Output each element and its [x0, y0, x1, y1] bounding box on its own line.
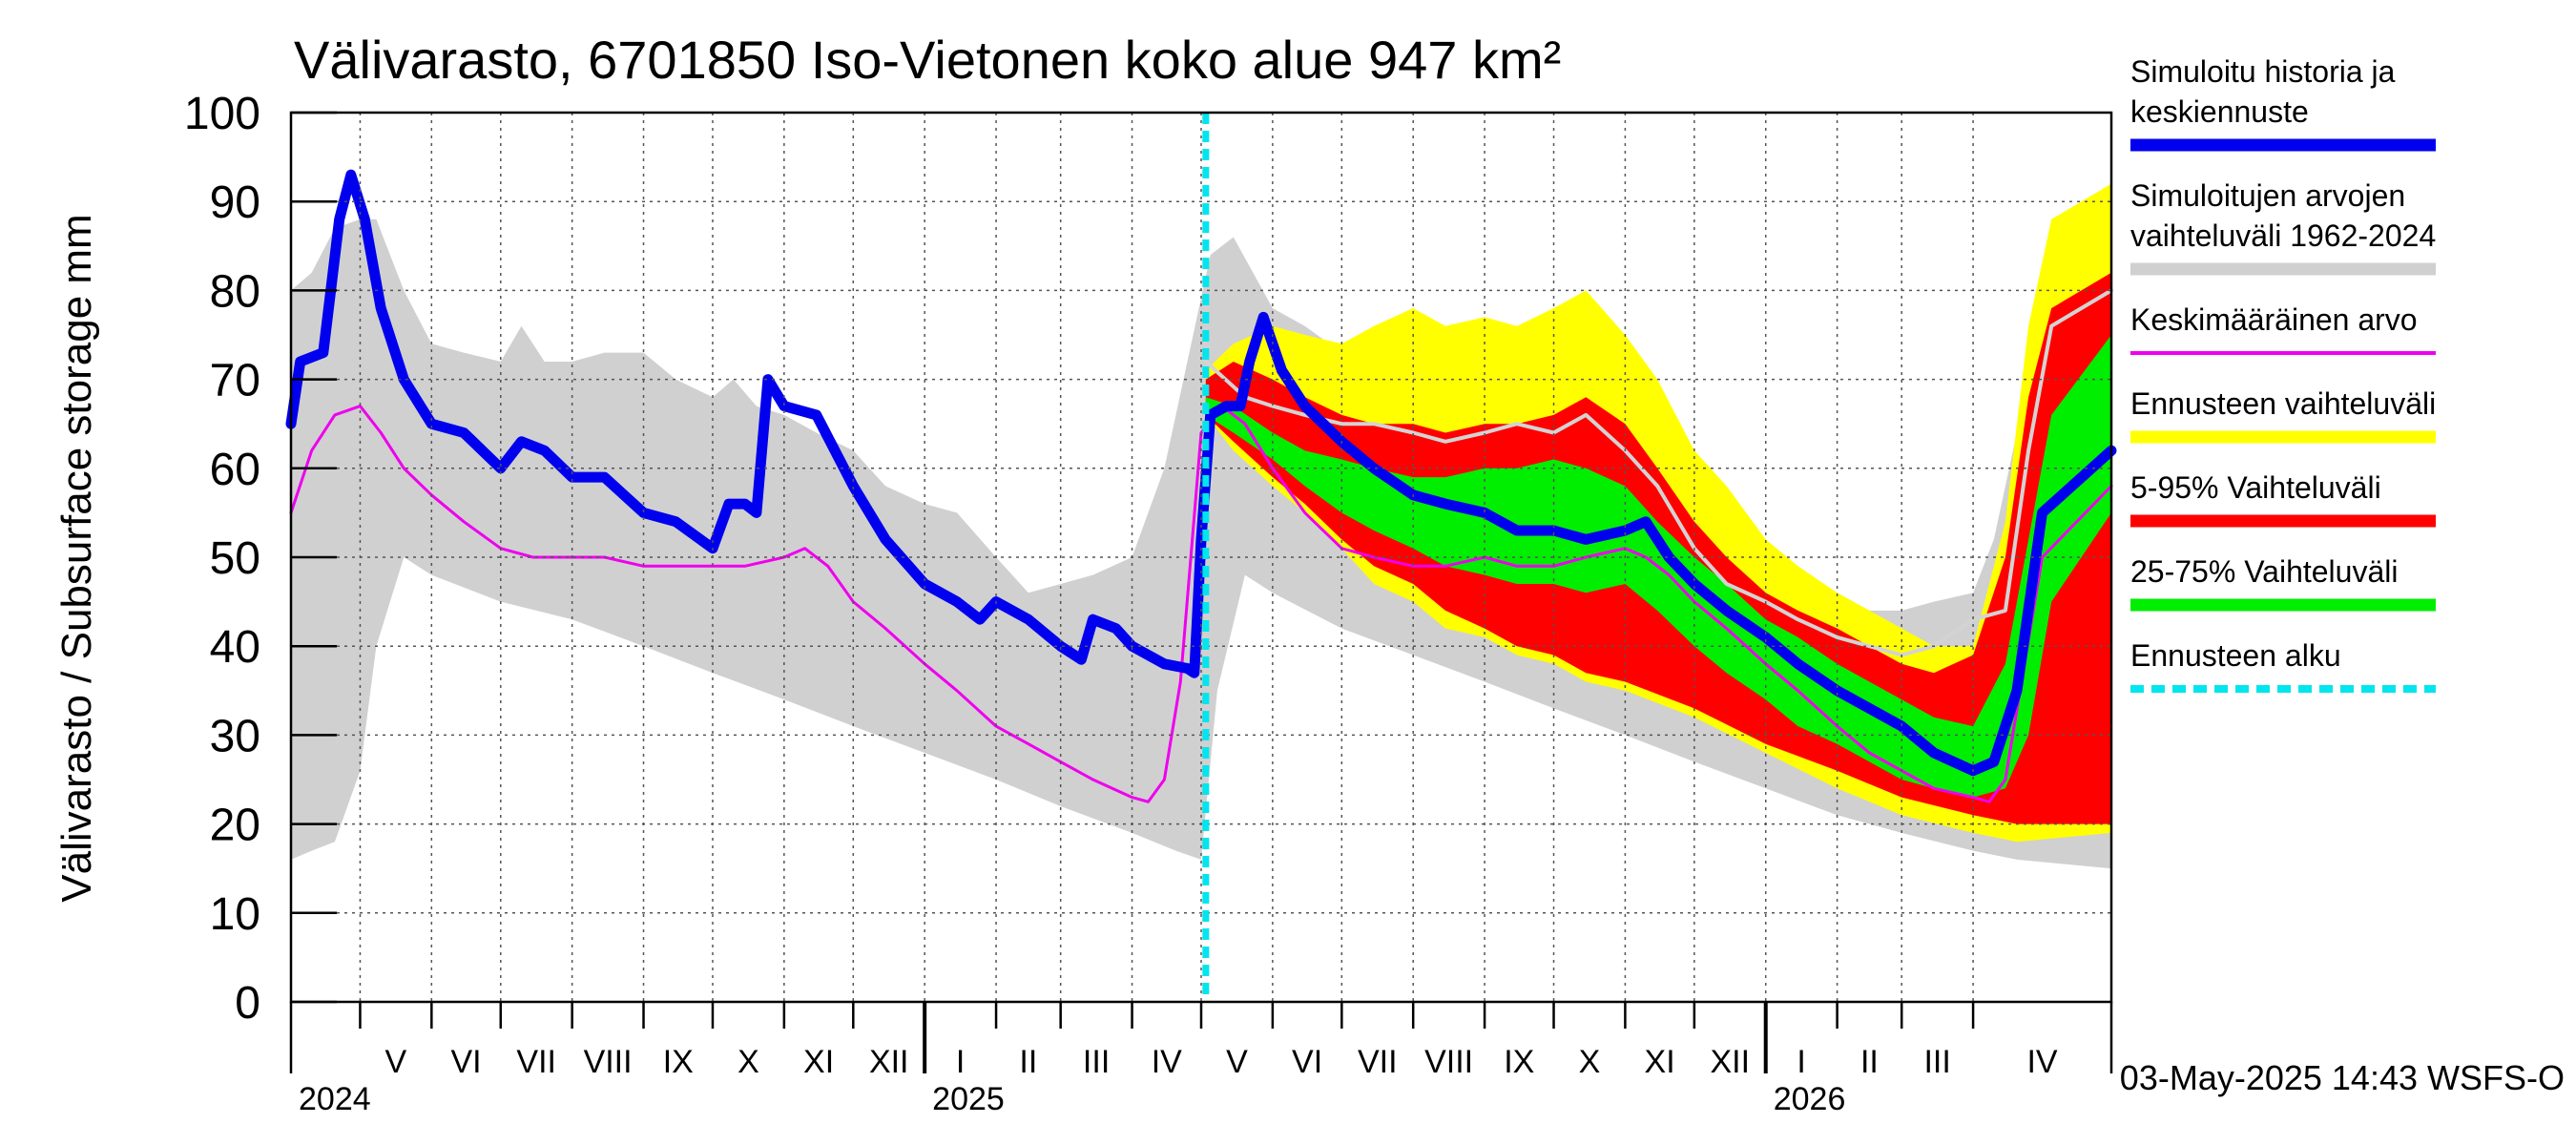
- month-label: III: [1923, 1044, 1950, 1080]
- legend-item: Keskimääräinen arvo: [2130, 302, 2436, 355]
- legend-label: Ennusteen alku: [2130, 638, 2341, 673]
- legend-label: Keskimääräinen arvo: [2130, 302, 2418, 337]
- month-label: IV: [1152, 1044, 1182, 1080]
- footer-timestamp: 03-May-2025 14:43 WSFS-O: [2120, 1058, 2565, 1097]
- month-label: VI: [1292, 1044, 1322, 1080]
- y-axis-label: Välivarasto / Subsurface storage mm: [53, 214, 100, 902]
- month-label: I: [1797, 1044, 1805, 1080]
- y-tick-label: 30: [210, 711, 260, 761]
- legend-item: 5-95% Vaihteluväli: [2130, 470, 2436, 528]
- legend-label: Simuloitu historia ja: [2130, 54, 2396, 89]
- legend: Simuloitu historia jakeskiennusteSimuloi…: [2130, 54, 2436, 693]
- month-label: IX: [663, 1044, 694, 1080]
- legend-label: keskiennuste: [2130, 94, 2309, 129]
- legend-label: 5-95% Vaihteluväli: [2130, 470, 2381, 505]
- year-label: 2026: [1774, 1081, 1846, 1117]
- y-tick-label: 20: [210, 801, 260, 851]
- month-label: II: [1860, 1044, 1879, 1080]
- y-tick-label: 90: [210, 177, 260, 228]
- month-label: VI: [450, 1044, 481, 1080]
- y-tick-label: 40: [210, 622, 260, 673]
- legend-item: Simuloitu historia ja keskiennuste: [2130, 54, 2436, 152]
- month-label: XI: [803, 1044, 834, 1080]
- month-label: XII: [1710, 1044, 1750, 1080]
- y-tick-label: 50: [210, 533, 260, 584]
- month-label: XII: [869, 1044, 909, 1080]
- chart-title: Välivarasto, 6701850 Iso-Vietonen koko a…: [294, 30, 1561, 90]
- y-tick-label: 60: [210, 445, 260, 495]
- month-label: XI: [1645, 1044, 1675, 1080]
- y-tick-label: 70: [210, 356, 260, 406]
- grid-layer: [291, 113, 2111, 1002]
- month-label: X: [1579, 1044, 1601, 1080]
- month-label: IV: [2026, 1044, 2057, 1080]
- y-tick-label: 100: [184, 89, 260, 139]
- legend-item: Ennusteen alku: [2130, 638, 2436, 693]
- year-label: 2025: [932, 1081, 1005, 1117]
- legend-label: Simuloitujen arvojen: [2130, 178, 2405, 213]
- month-label: VIII: [1424, 1044, 1473, 1080]
- legend-item: Simuloitujen arvojen vaihteluväli 1962-20…: [2130, 178, 2436, 276]
- month-label: VII: [1358, 1044, 1398, 1080]
- year-label: 2024: [299, 1081, 371, 1117]
- month-label: II: [1019, 1044, 1037, 1080]
- month-label: I: [956, 1044, 965, 1080]
- y-tick-label: 80: [210, 266, 260, 317]
- month-label: V: [385, 1044, 407, 1080]
- month-label: VII: [516, 1044, 556, 1080]
- y-tick-label: 0: [235, 978, 260, 1029]
- legend-label: vaihteluväli 1962-2024: [2130, 219, 2436, 253]
- month-label: VIII: [584, 1044, 633, 1080]
- month-label: IX: [1504, 1044, 1534, 1080]
- month-label: X: [737, 1044, 759, 1080]
- month-label: III: [1083, 1044, 1110, 1080]
- legend-item: 25-75% Vaihteluväli: [2130, 554, 2436, 612]
- month-label: V: [1226, 1044, 1248, 1080]
- legend-label: 25-75% Vaihteluväli: [2130, 554, 2398, 589]
- y-tick-label: 10: [210, 889, 260, 940]
- legend-item: Ennusteen vaihteluväli: [2130, 386, 2436, 444]
- line-history_max_line: [1203, 288, 2113, 657]
- legend-label: Ennusteen vaihteluväli: [2130, 386, 2436, 421]
